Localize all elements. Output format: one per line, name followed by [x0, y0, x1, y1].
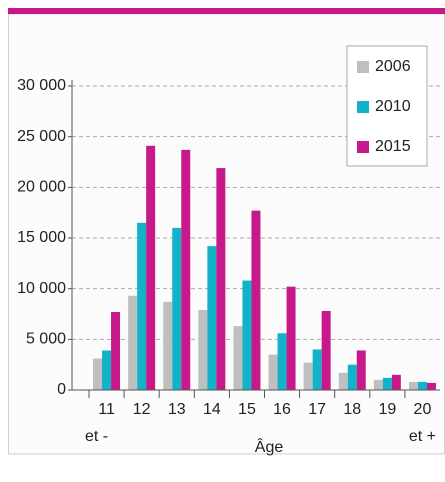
bar — [251, 210, 261, 390]
y-tick-label: 20 000 — [17, 179, 66, 196]
x-tick-label: 14 — [203, 401, 221, 418]
bar — [207, 246, 217, 390]
legend-swatch — [357, 101, 369, 113]
bar — [137, 222, 147, 390]
bar — [408, 381, 418, 390]
bar — [93, 358, 103, 390]
bar — [426, 382, 436, 390]
x-tick-label: 15 — [238, 401, 256, 418]
legend-label: 2015 — [375, 138, 411, 155]
top-bar — [8, 8, 445, 14]
bar — [373, 379, 383, 390]
bar — [111, 311, 121, 390]
x-tick-label: 17 — [308, 401, 326, 418]
bar — [382, 377, 392, 390]
y-tick-label: 30 000 — [17, 77, 66, 94]
bar — [338, 372, 348, 390]
bar — [181, 149, 191, 390]
x-tick-label: 13 — [168, 401, 186, 418]
bar — [286, 286, 296, 390]
y-tick-label: 25 000 — [17, 128, 66, 145]
y-tick-label: 10 000 — [17, 280, 66, 297]
bar — [417, 381, 427, 390]
bar — [347, 364, 357, 390]
x-tick-label: 12 — [133, 401, 151, 418]
bar — [128, 295, 138, 390]
bar — [198, 309, 208, 390]
legend-swatch — [357, 61, 369, 73]
x-tick-label: 16 — [273, 401, 291, 418]
legend-label: 2010 — [375, 98, 411, 115]
bar — [146, 145, 156, 390]
x-tick-label: 19 — [378, 401, 396, 418]
y-tick-label: 15 000 — [17, 229, 66, 246]
bar — [312, 349, 322, 390]
x-tick-label: 20 — [414, 401, 432, 418]
x-tick-label: 18 — [343, 401, 361, 418]
x-tick-label: 11 — [98, 401, 115, 418]
bar — [242, 280, 252, 390]
bar — [321, 310, 331, 390]
bar — [216, 168, 226, 390]
bar — [163, 301, 173, 390]
x-annotation: et - — [85, 428, 108, 445]
bar — [102, 350, 112, 390]
x-axis-label: Âge — [255, 437, 284, 456]
y-tick-label: 0 — [57, 381, 66, 398]
x-annotation: et + — [409, 428, 436, 445]
legend-label: 2006 — [375, 58, 411, 75]
bar — [391, 374, 401, 390]
legend-swatch — [357, 141, 369, 153]
y-tick-label: 5 000 — [26, 331, 66, 348]
bar — [277, 333, 287, 390]
bar — [356, 350, 366, 390]
bar — [233, 326, 243, 390]
bar — [172, 227, 182, 390]
bar — [303, 362, 313, 390]
bar — [268, 354, 278, 390]
